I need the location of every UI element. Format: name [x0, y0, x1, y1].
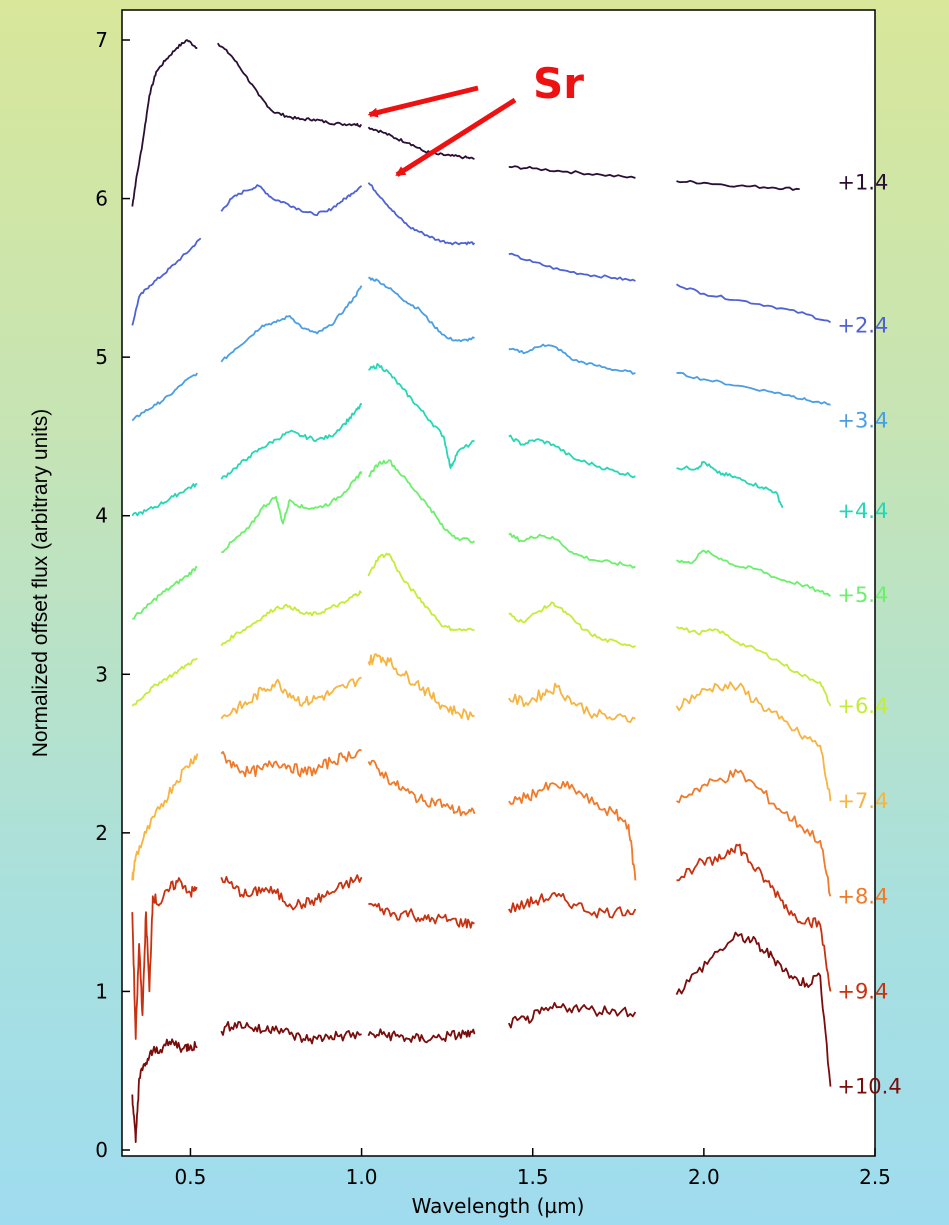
offset-label: +7.4 — [837, 789, 888, 813]
series-line — [508, 343, 636, 375]
sr-annotation: Sr — [367, 59, 584, 177]
series-line — [676, 549, 831, 597]
series-line — [675, 625, 832, 707]
series-line — [368, 902, 475, 929]
series-line — [368, 459, 476, 544]
sr-label: Sr — [533, 59, 584, 108]
series-line — [508, 892, 637, 919]
y-tick-label: 2 — [95, 821, 108, 845]
series-line — [367, 126, 475, 160]
series-line — [367, 1028, 476, 1044]
series-+8.4 — [220, 749, 832, 897]
y-tick-label: 5 — [95, 345, 108, 369]
series-line — [131, 657, 198, 707]
series-line — [507, 1002, 637, 1029]
series-line — [131, 1038, 198, 1143]
offset-label: +4.4 — [837, 499, 888, 523]
series-line — [676, 179, 800, 191]
series-+1.4 — [131, 39, 800, 207]
series-line — [675, 681, 832, 802]
series-line — [508, 532, 636, 569]
series-line — [220, 1021, 362, 1045]
offset-label: +2.4 — [837, 313, 888, 337]
offset-label: +8.4 — [837, 884, 888, 908]
y-tick-label: 3 — [95, 662, 108, 686]
series-line — [220, 874, 363, 911]
series-line — [367, 653, 475, 721]
series-+3.4 — [131, 276, 831, 422]
y-tick-label: 0 — [95, 1138, 108, 1162]
offset-label: +5.4 — [837, 583, 888, 607]
x-tick-label: 1.5 — [517, 1165, 549, 1189]
series-line — [131, 372, 199, 422]
series-line — [676, 460, 784, 509]
x-tick-label: 0.5 — [175, 1165, 207, 1189]
offset-label: +6.4 — [837, 694, 888, 718]
series-line — [676, 371, 831, 406]
offset-label: +10.4 — [837, 1075, 901, 1099]
offset-label: +3.4 — [837, 409, 888, 433]
series-line — [508, 434, 636, 479]
x-tick-label: 1.0 — [346, 1165, 378, 1189]
series-+10.4 — [131, 931, 832, 1143]
series-line — [132, 565, 198, 620]
series-line — [508, 165, 636, 179]
series-line — [508, 252, 636, 282]
series-line — [220, 285, 363, 363]
series-layer — [131, 39, 832, 1143]
series-line — [676, 768, 832, 897]
sr-arrow — [367, 85, 479, 118]
offset-labels: +1.4 +2.4 +3.4 +4.4 +5.4 +6.4 +7.4 +8.4 +9.4 +10.… — [837, 171, 901, 1099]
series-line — [220, 749, 362, 778]
series-line — [220, 402, 363, 480]
series-line — [508, 682, 636, 724]
y-tick-label: 1 — [95, 979, 108, 1003]
series-+2.4 — [131, 182, 831, 326]
series-line — [131, 877, 198, 1040]
offset-label: +1.4 — [837, 171, 888, 195]
y-tick-label: 6 — [95, 187, 108, 211]
y-tick-label: 4 — [95, 504, 108, 528]
y-axis-title: Normalized offset flux (arbitrary units) — [29, 409, 52, 758]
series-line — [508, 601, 636, 648]
series-line — [367, 182, 476, 246]
series-line — [220, 676, 362, 720]
series-+5.4 — [132, 459, 831, 620]
series-line — [368, 276, 475, 343]
plot-frame — [121, 9, 876, 1157]
series-line — [131, 237, 202, 326]
series-line — [367, 759, 476, 817]
series-line — [131, 39, 198, 207]
series-+7.4 — [131, 653, 832, 881]
series-line — [675, 931, 832, 1087]
series-line — [131, 483, 198, 517]
x-axis: 0.5 1.0 1.5 2.0 2.5 — [175, 1148, 891, 1189]
series-line — [220, 184, 363, 217]
y-tick-label: 7 — [95, 28, 108, 52]
series-line — [131, 753, 199, 881]
series-+9.4 — [131, 843, 832, 1040]
series-line — [368, 362, 475, 470]
series-line — [675, 283, 831, 324]
x-axis-title: Wavelength (µm) — [412, 1194, 585, 1218]
x-tick-label: 2.0 — [688, 1165, 720, 1189]
series-line — [508, 780, 637, 881]
series-line — [217, 42, 363, 128]
series-line — [220, 590, 363, 647]
plot-area — [122, 10, 875, 1156]
series-+6.4 — [131, 552, 832, 707]
offset-label: +9.4 — [837, 979, 888, 1003]
series-line — [367, 552, 475, 632]
series-line — [221, 470, 363, 554]
series-+4.4 — [131, 362, 784, 517]
y-axis: 0 1 2 3 4 5 6 7 — [95, 28, 130, 1162]
series-line — [676, 843, 832, 992]
sr-arrow — [395, 97, 517, 177]
x-tick-label: 2.5 — [859, 1165, 891, 1189]
